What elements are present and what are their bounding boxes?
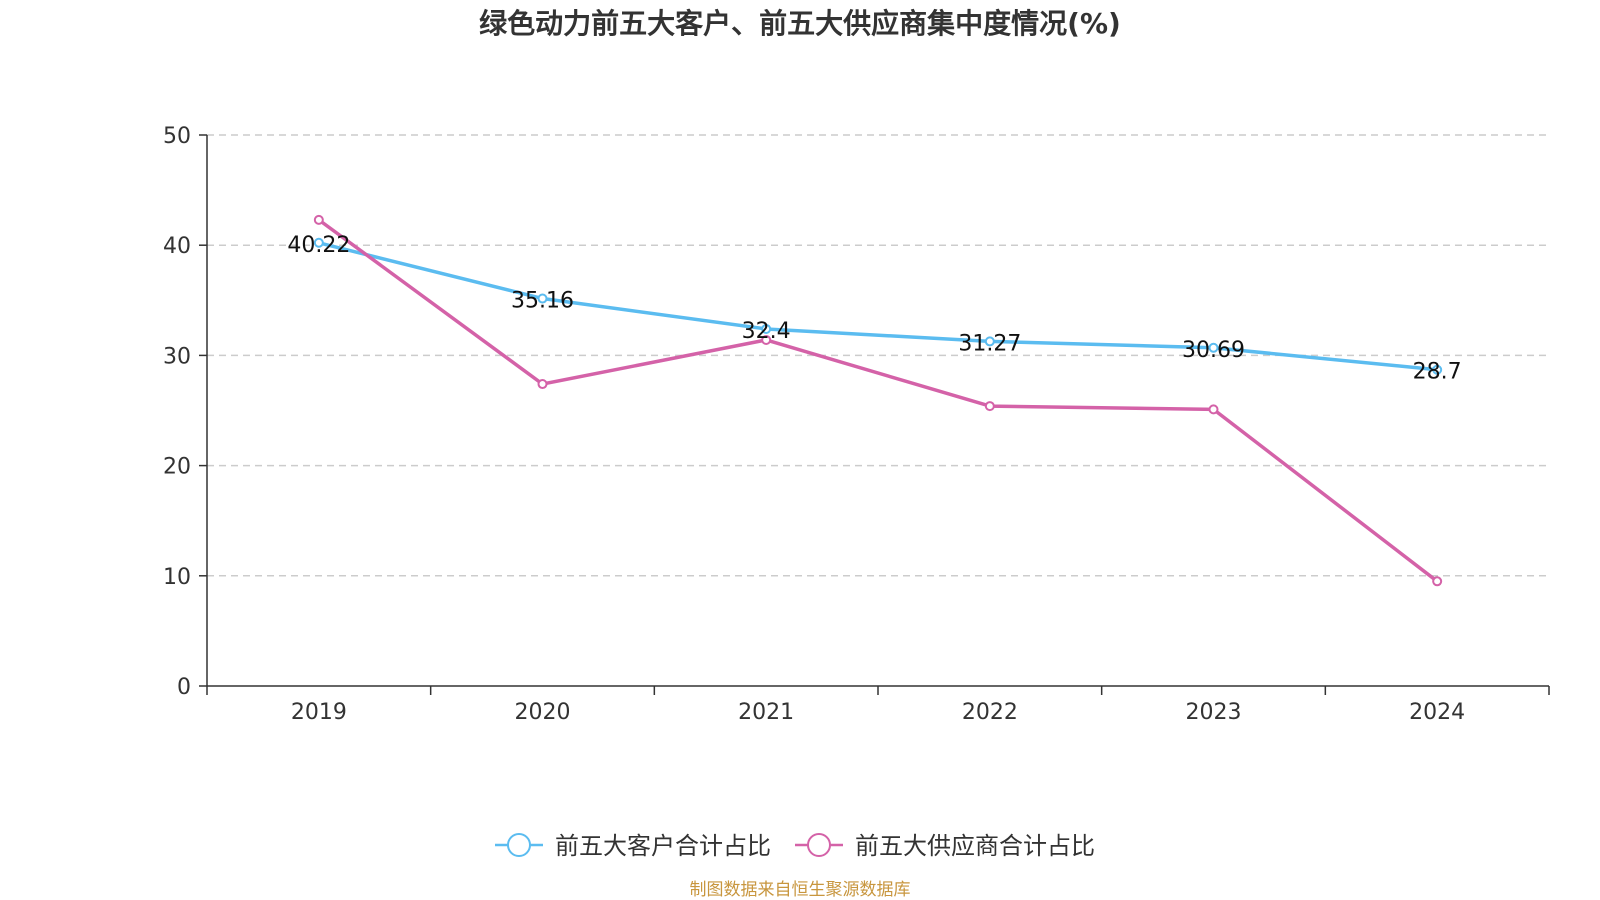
data-point[interactable] xyxy=(1432,364,1443,375)
data-point[interactable] xyxy=(761,323,772,334)
y-tick-label: 20 xyxy=(163,455,191,480)
data-point[interactable] xyxy=(537,379,548,390)
legend-circle-marker xyxy=(507,833,531,857)
data-label: 30.69 xyxy=(1182,338,1245,363)
source-note: 制图数据来自恒生聚源数据库 xyxy=(690,880,911,900)
data-point[interactable] xyxy=(1432,576,1443,587)
legend-circle-marker xyxy=(807,833,831,857)
data-point[interactable] xyxy=(537,293,548,304)
data-label: 32.4 xyxy=(742,319,791,344)
x-tick-label: 2021 xyxy=(738,700,794,725)
data-label: 28.7 xyxy=(1413,360,1462,385)
series-lines xyxy=(313,214,1443,587)
y-tick-label: 30 xyxy=(163,344,191,369)
x-tick-label: 2022 xyxy=(962,700,1018,725)
grid-lines xyxy=(207,134,1549,577)
x-tick-label: 2020 xyxy=(515,700,571,725)
x-tick-label: 2024 xyxy=(1409,700,1465,725)
data-point[interactable] xyxy=(984,336,995,347)
chart-title: 绿色动力前五大客户、前五大供应商集中度情况(%) xyxy=(479,7,1121,40)
y-tick-label: 40 xyxy=(163,234,191,259)
data-point[interactable] xyxy=(1208,404,1219,415)
data-point[interactable] xyxy=(1208,342,1219,353)
legend-label: 前五大供应商合计占比 xyxy=(855,832,1095,860)
axes: 0 10 20 30 40 50 2019 2020 2021 2022 2023 2024 xyxy=(163,124,1550,725)
data-point[interactable] xyxy=(313,214,324,225)
x-tick-label: 2023 xyxy=(1186,700,1242,725)
data-label: 40.22 xyxy=(287,233,350,258)
y-tick-label: 50 xyxy=(163,124,191,149)
legend-item-1[interactable]: 前五大客户合计占比 xyxy=(495,832,771,860)
data-point[interactable] xyxy=(984,401,995,412)
x-tick-label: 2019 xyxy=(291,700,347,725)
legend-item-2[interactable]: 前五大供应商合计占比 xyxy=(795,832,1095,860)
y-tick-label: 0 xyxy=(177,675,191,700)
series-line-1 xyxy=(318,241,1438,372)
data-point[interactable] xyxy=(761,334,772,345)
data-label: 35.16 xyxy=(511,289,574,314)
legend[interactable]: 前五大客户合计占比 前五大供应商合计占比 xyxy=(495,832,1095,860)
data-labels: 40.22 35.16 32.4 31.27 30.69 28.7 xyxy=(287,233,1461,385)
y-tick-label: 10 xyxy=(163,565,191,590)
series-line-2 xyxy=(317,218,1439,583)
data-point[interactable] xyxy=(313,237,324,248)
data-label: 31.27 xyxy=(958,331,1021,356)
legend-label: 前五大客户合计占比 xyxy=(555,832,771,860)
